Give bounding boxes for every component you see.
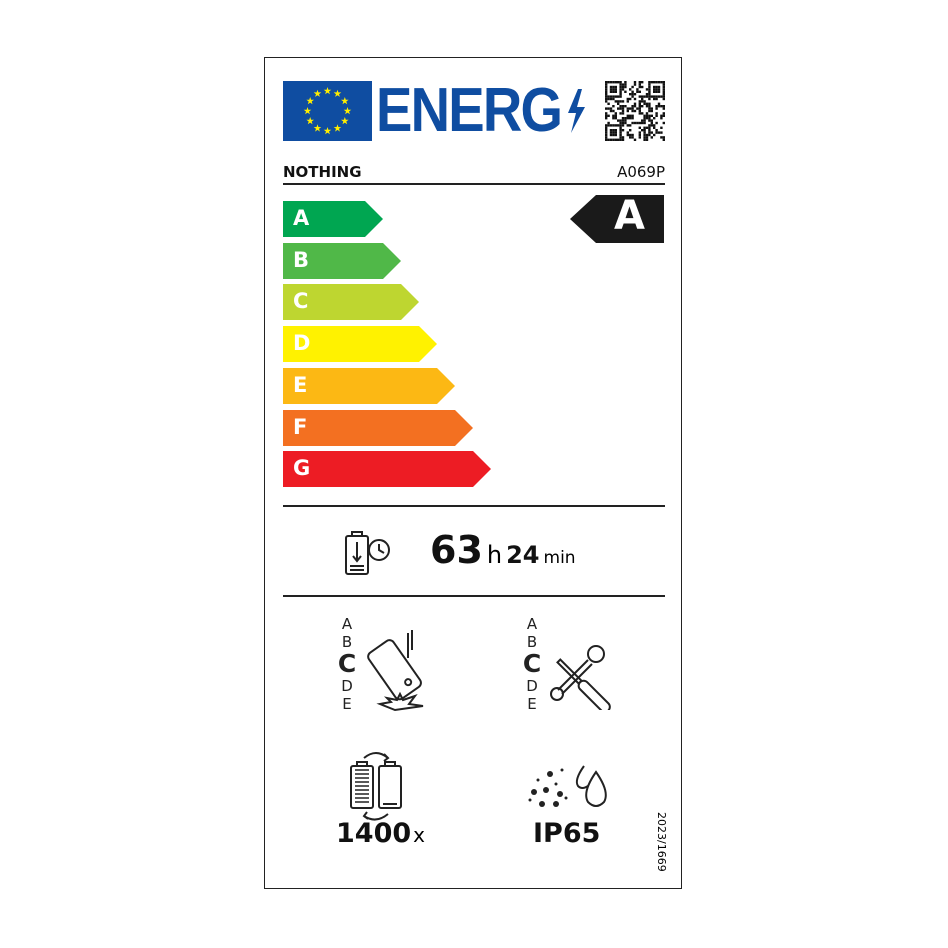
battery-cycles-value: 1400 <box>336 818 412 849</box>
energy-class-bar-c: C <box>283 284 421 321</box>
energy-class-bar-d: D <box>283 326 439 363</box>
divider <box>283 595 665 597</box>
energy-class-bar-e: E <box>283 367 457 404</box>
lightning-icon <box>568 89 585 133</box>
brand-name: NOTHING <box>283 163 362 181</box>
rating-letter: A <box>614 193 645 239</box>
energy-logo: ENERG <box>376 78 586 144</box>
battery-cycles-readout: 1400 x <box>336 818 425 849</box>
wrench-screwdriver-icon <box>550 645 611 710</box>
class-letter: A <box>293 206 310 230</box>
phone-drop-icon <box>367 630 424 712</box>
battery-cycle-icon <box>350 752 402 821</box>
class-letter: C <box>293 289 309 314</box>
rating-indicator: A <box>570 193 665 247</box>
class-letter: B <box>293 247 310 272</box>
energy-class-bar-a: A <box>283 201 385 237</box>
eu-flag-icon <box>283 81 372 141</box>
battery-clock-icon <box>345 531 390 575</box>
class-letter: D <box>293 331 311 356</box>
class-letter: E <box>293 372 308 397</box>
hours-unit: h <box>486 541 503 569</box>
logo-text: ENERG <box>376 76 563 145</box>
divider <box>283 505 665 507</box>
energy-class-bar-g: G <box>283 451 493 488</box>
divider <box>283 183 665 185</box>
regulation-number: 2023/1669 <box>655 812 668 872</box>
cycles-unit: x <box>413 823 425 847</box>
class-letter: G <box>293 456 311 481</box>
battery-hours: 63 <box>430 528 483 572</box>
energy-label <box>264 57 682 889</box>
battery-minutes: 24 <box>506 541 540 569</box>
energy-class-bar-b: B <box>283 242 403 279</box>
battery-life-readout: 63 h 24 min <box>430 528 576 572</box>
energy-class-bar-f: F <box>283 409 475 446</box>
qr-code-icon[interactable] <box>605 81 665 141</box>
minutes-unit: min <box>543 548 576 568</box>
model-id: A069P <box>617 163 665 181</box>
dust-water-icon <box>528 765 607 807</box>
class-letter: F <box>293 414 308 439</box>
ingress-rating: IP65 <box>533 818 601 849</box>
